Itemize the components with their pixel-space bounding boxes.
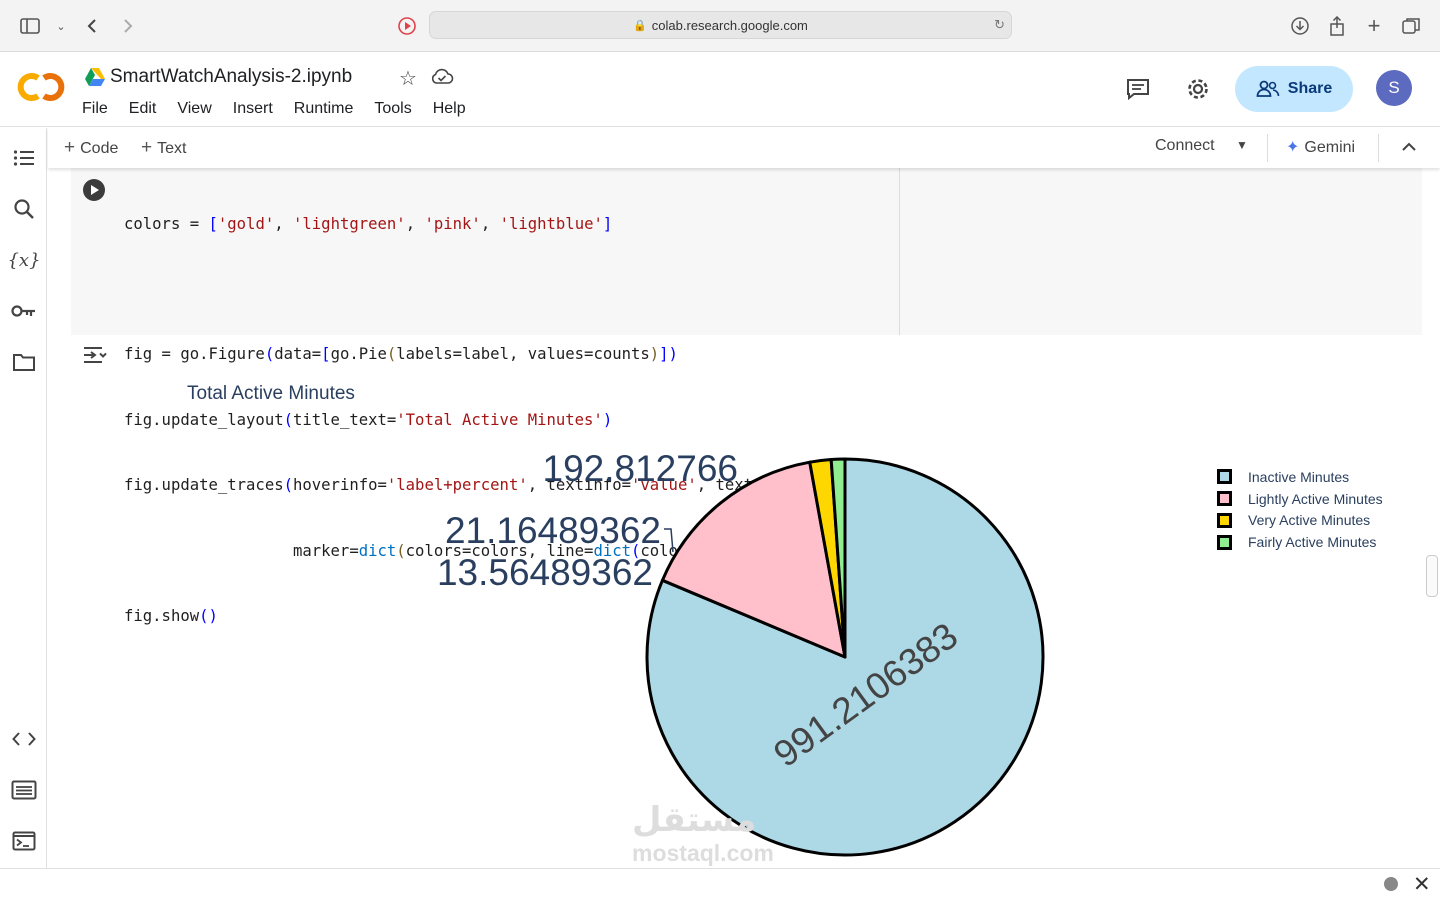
secrets-key-icon[interactable]	[10, 297, 38, 325]
scrollbar-thumb[interactable]	[1426, 555, 1438, 597]
code-line	[124, 279, 875, 301]
forward-icon[interactable]	[116, 14, 140, 38]
menu-tools[interactable]: Tools	[374, 100, 412, 117]
avatar[interactable]: S	[1376, 70, 1412, 106]
legend-item[interactable]: Inactive Minutes	[1217, 466, 1383, 488]
status-bar: ✕	[0, 868, 1440, 900]
collapse-header-icon[interactable]	[1401, 136, 1417, 157]
share-label: Share	[1287, 80, 1333, 97]
watermark-logo-icon: مستقل	[632, 801, 757, 839]
add-code-label: Code	[80, 140, 119, 157]
share-page-icon[interactable]	[1325, 14, 1349, 38]
watermark: مستقل mostaql.com	[632, 800, 774, 867]
menu-view[interactable]: View	[177, 100, 212, 117]
variables-icon[interactable]: {𝑥}	[7, 249, 41, 271]
tabs-overview-icon[interactable]	[1399, 14, 1423, 38]
command-palette-icon[interactable]	[10, 776, 38, 804]
download-icon[interactable]	[1288, 14, 1312, 38]
toolbar-divider	[1267, 134, 1268, 162]
code-line: fig.update_traces(hoverinfo='label+perce…	[124, 476, 876, 495]
star-icon[interactable]: ☆	[399, 68, 417, 90]
google-drive-icon[interactable]	[84, 67, 106, 87]
chevron-down-icon[interactable]: ⌄	[56, 20, 66, 33]
close-icon[interactable]: ✕	[1413, 873, 1431, 896]
code-line: marker=dict(colors=colors, line=dict(col…	[124, 541, 876, 560]
table-of-contents-icon[interactable]	[10, 144, 38, 172]
menu-edit[interactable]: Edit	[128, 100, 157, 117]
legend-label: Fairly Active Minutes	[1248, 534, 1377, 551]
files-folder-icon[interactable]	[10, 348, 38, 376]
menu-help[interactable]: Help	[432, 100, 466, 117]
legend-swatch	[1217, 534, 1232, 550]
reload-icon[interactable]: ↻	[994, 17, 1005, 32]
address-bar[interactable]: 🔒 colab.research.google.com ↻	[429, 11, 1012, 39]
gemini-sparkle-icon: ✦	[1286, 139, 1300, 156]
settings-gear-icon[interactable]	[1184, 75, 1212, 103]
cloud-saved-icon[interactable]	[430, 67, 454, 85]
sidebar-toggle-icon[interactable]	[18, 14, 42, 38]
menu-file[interactable]: File	[82, 100, 108, 117]
gemini-button[interactable]: ✦ Gemini	[1286, 137, 1355, 157]
legend-item[interactable]: Very Active Minutes	[1217, 510, 1383, 532]
plus-icon: +	[64, 137, 76, 158]
connect-button[interactable]: Connect	[1155, 137, 1215, 154]
menu-bar: File Edit View Insert Runtime Tools Help	[82, 100, 487, 118]
legend-label: Very Active Minutes	[1248, 512, 1371, 529]
toolbar-divider	[1378, 134, 1379, 162]
back-icon[interactable]	[80, 14, 104, 38]
code-line: colors = ['gold', 'lightgreen', 'pink', …	[124, 214, 613, 233]
plus-icon: +	[141, 137, 153, 158]
left-sidebar: {𝑥}	[0, 128, 47, 868]
terminal-icon[interactable]	[10, 827, 38, 855]
url-text: colab.research.google.com	[651, 17, 808, 33]
notebook-toolbar: + Code + Text Connect ▼ ✦ Gemini	[48, 128, 1440, 168]
legend-item[interactable]: Fairly Active Minutes	[1217, 531, 1383, 553]
add-text-button[interactable]: + Text	[141, 137, 186, 159]
comment-icon[interactable]	[1124, 75, 1152, 103]
legend-swatch	[1217, 491, 1232, 507]
code-editor[interactable]: colors = ['gold', 'lightgreen', 'pink', …	[124, 170, 875, 671]
share-button[interactable]: Share	[1235, 66, 1353, 112]
runtime-status-indicator	[1384, 877, 1398, 891]
new-tab-icon[interactable]: +	[1367, 13, 1381, 38]
colab-header: SmartWatchAnalysis-2.ipynb ☆ File Edit V…	[0, 53, 1440, 127]
menu-insert[interactable]: Insert	[232, 100, 273, 117]
code-cell[interactable]: colors = ['gold', 'lightgreen', 'pink', …	[71, 168, 1422, 625]
output-actions-icon[interactable]	[82, 344, 108, 366]
legend-label: Lightly Active Minutes	[1248, 490, 1383, 507]
colab-logo-icon[interactable]	[16, 70, 66, 104]
chart-legend: Inactive Minutes Lightly Active Minutes …	[1217, 466, 1383, 553]
legend-swatch	[1217, 512, 1232, 528]
code-line: fig.update_layout(title_text='Total Acti…	[124, 410, 613, 429]
lock-icon: 🔒	[633, 19, 647, 32]
notebook-title[interactable]: SmartWatchAnalysis-2.ipynb	[110, 66, 353, 87]
legend-item[interactable]: Lightly Active Minutes	[1217, 488, 1383, 510]
code-line: fig.show()	[124, 606, 218, 625]
menu-runtime[interactable]: Runtime	[293, 100, 354, 117]
media-playback-icon[interactable]	[395, 14, 419, 38]
run-cell-button[interactable]	[83, 179, 105, 201]
add-text-label: Text	[157, 140, 187, 157]
add-code-button[interactable]: + Code	[64, 137, 118, 159]
legend-swatch	[1217, 469, 1232, 485]
code-snippets-icon[interactable]	[10, 725, 38, 753]
code-line: fig = go.Figure(data=[go.Pie(labels=labe…	[124, 345, 678, 364]
legend-label: Inactive Minutes	[1248, 468, 1350, 485]
search-icon[interactable]	[10, 195, 38, 223]
watermark-text: mostaql.com	[632, 840, 774, 866]
chart-title: Total Active Minutes	[187, 383, 355, 404]
people-icon	[1256, 80, 1280, 97]
gemini-label: Gemini	[1304, 139, 1356, 156]
browser-toolbar: ⌄ 🔒 colab.research.google.com ↻ +	[0, 0, 1440, 52]
cell-divider	[899, 168, 900, 335]
connect-dropdown-caret-icon[interactable]: ▼	[1236, 138, 1248, 152]
